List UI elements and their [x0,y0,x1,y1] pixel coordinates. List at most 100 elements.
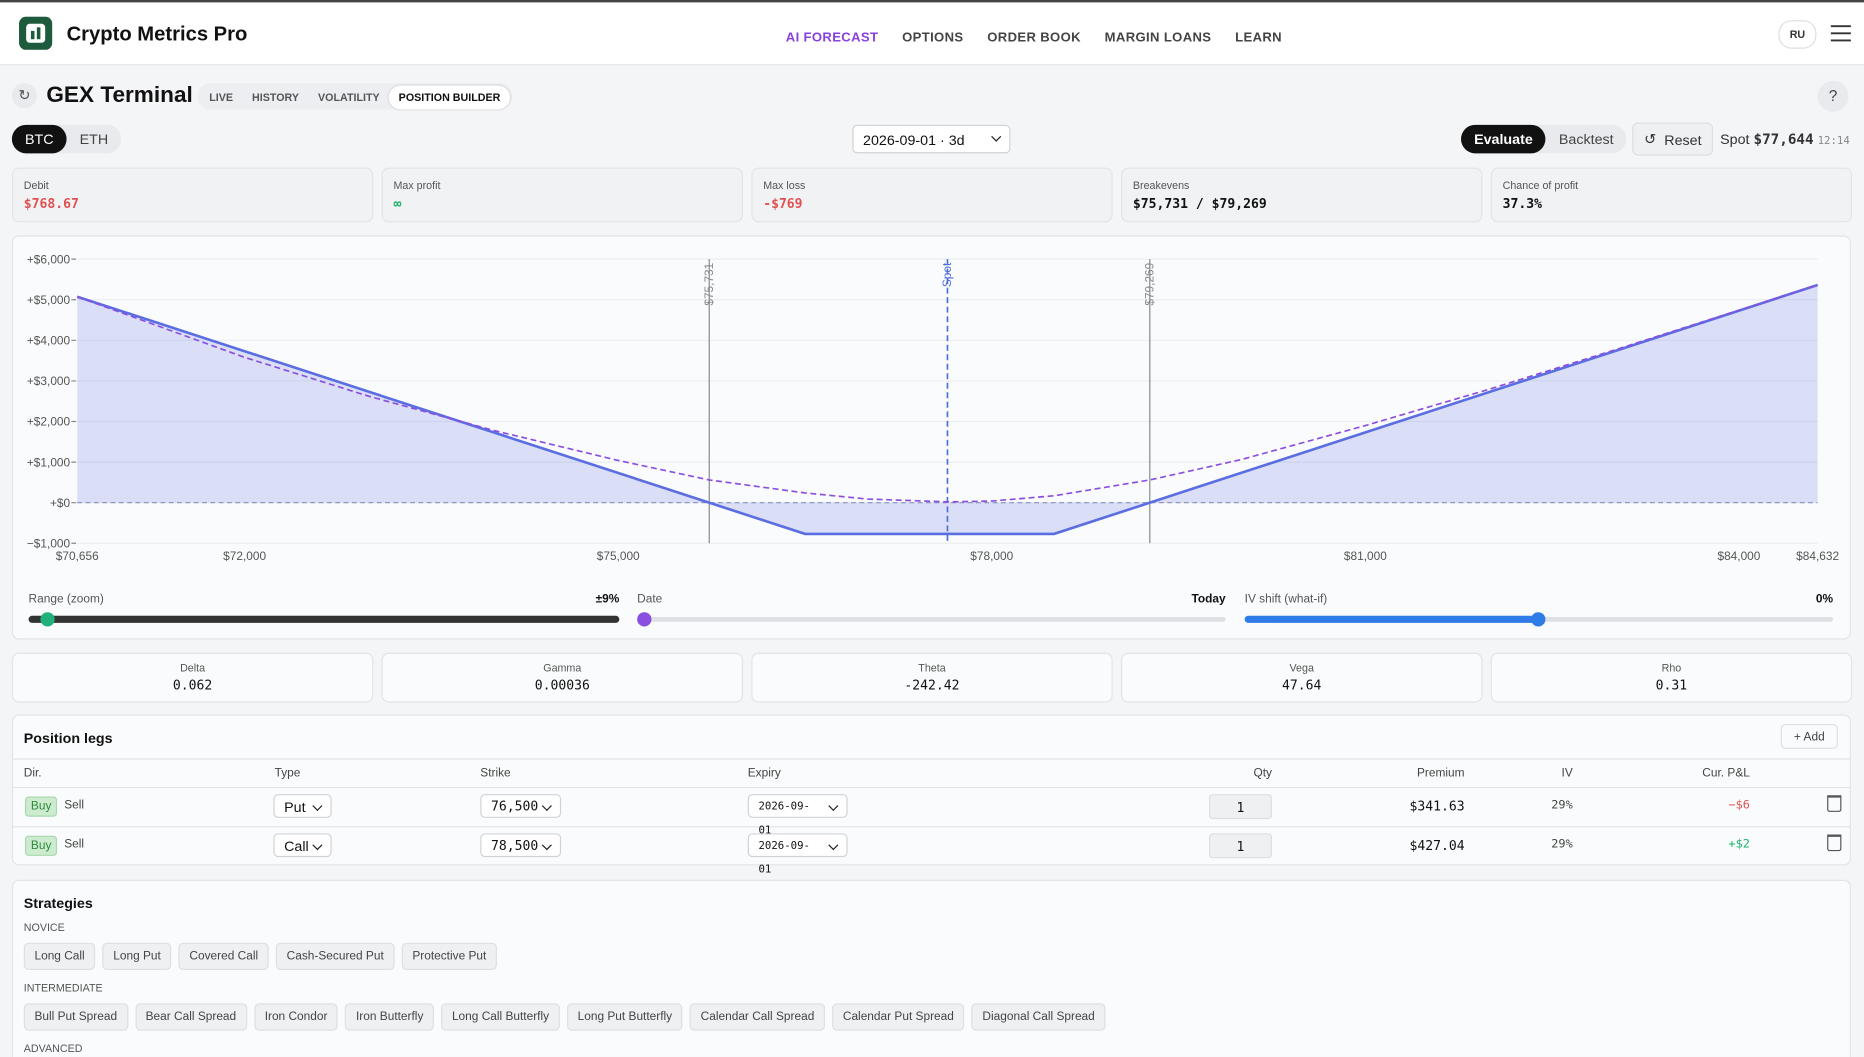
chip-row: Bull Put Spread Bear Call Spread Iron Cond… [23,1003,1113,1031]
metric-value: -$769 [763,196,803,212]
strike-select[interactable]: 78,500 [480,833,562,858]
sell-button[interactable]: Sell [64,838,85,852]
slider-knob[interactable] [1531,612,1546,627]
strategy-chip[interactable]: Bear Call Spread [134,1003,247,1031]
group-label: ADVANCED [23,1042,83,1055]
strategy-chip[interactable]: Cash-Secured Put [275,942,395,971]
delete-button[interactable] [1827,795,1842,812]
nav-link[interactable]: MARGIN LOANS [1104,30,1212,46]
asset-toggle: BTC ETH [11,124,122,154]
group-label: NOVICE [23,921,65,934]
metric-card [751,167,1113,223]
type-select[interactable]: Call [273,833,332,858]
qty-input[interactable]: 1 [1208,833,1272,859]
sell-button[interactable]: Sell [64,798,85,812]
column-header: Type [274,766,301,780]
strategy-chip[interactable]: Diagonal Call Spread [971,1003,1106,1031]
metric-value: 37.3% [1502,196,1542,212]
premium: $427.04 [1409,838,1465,854]
x-tick-label: $75,000 [597,549,640,563]
greek-label: Theta [918,662,946,675]
slider-value: Today [1191,593,1226,607]
asset-button[interactable]: BTC [11,124,67,154]
chart-card [11,235,1851,640]
strategy-chip[interactable]: Calendar Call Spread [689,1003,826,1031]
qty-input[interactable]: 1 [1208,794,1272,820]
slider-label: IV shift (what-if) [1244,593,1328,607]
greek-label: Rho [1661,662,1682,675]
tab[interactable]: POSITION BUILDER [389,85,510,110]
spot-label: Spot [1720,130,1750,148]
strategy-chip[interactable]: Long Put [102,942,172,971]
pnl: −$6 [1728,798,1750,812]
slider-knob[interactable] [637,612,652,627]
greek-value: -242.42 [904,677,960,694]
buy-button[interactable]: Buy [24,796,58,817]
divider [11,826,1851,828]
column-header: Premium [1417,766,1465,780]
greek-card [381,652,743,703]
nav-link[interactable]: ORDER BOOK [987,30,1081,46]
expiry-select[interactable]: 2026-09-01 [747,833,848,876]
marker-label: $75,731 [702,262,716,305]
y-tick-label: +$0 [50,496,71,510]
page-title: GEX Terminal [46,83,193,109]
tab[interactable]: LIVE [209,91,234,104]
reset-button[interactable]: Reset [1632,122,1714,156]
strategy-chip[interactable]: Long Call Butterfly [441,1003,560,1031]
divider [11,758,1851,760]
mode-button[interactable]: Backtest [1558,130,1614,148]
delete-button[interactable] [1827,834,1842,852]
slider-track [637,616,1226,622]
asset-button[interactable]: ETH [79,130,109,148]
greek-value: 47.64 [1282,677,1322,694]
expiry-select[interactable]: 2026-09-01 · 3d [852,124,1011,154]
type-select[interactable]: Put [273,794,332,818]
premium: $341.63 [1409,798,1465,815]
lang-button[interactable]: RU [1778,20,1817,49]
nav-link[interactable]: AI FORECAST [785,30,879,46]
slider-knob[interactable] [40,612,55,627]
strategy-chip[interactable]: Iron Butterfly [345,1003,435,1031]
header [0,0,1864,66]
nav: AI FORECAST OPTIONS ORDER BOOK MARGIN LOANS… [774,26,1294,47]
add-label: Add [1803,731,1825,745]
metric-card [381,167,743,223]
mode-button[interactable]: Evaluate [1461,124,1546,154]
slider-label: Range (zoom) [28,593,104,607]
help-button[interactable]: ? [1817,80,1849,112]
y-tick-label: +$3,000 [27,374,71,388]
refresh-button[interactable]: ↻ [11,83,37,109]
x-tick-label: $70,656 [56,549,99,563]
reset-label: Reset [1664,131,1702,149]
strike-select[interactable]: 76,500 [480,794,562,818]
add-leg-button[interactable]: + Add [1780,723,1838,749]
tab[interactable]: VOLATILITY [318,91,380,104]
metric-card [1490,167,1853,223]
strategy-chip[interactable]: Protective Put [401,942,498,971]
spot-value: $77,644 [1753,130,1814,148]
column-header: Qty [1253,766,1272,780]
strategy-chip[interactable]: Covered Call [178,942,269,971]
strategy-chip[interactable]: Iron Condor [253,1003,339,1031]
tab[interactable]: HISTORY [252,91,300,104]
marker-label: $79,269 [1142,262,1156,305]
nav-link[interactable]: LEARN [1235,30,1282,46]
x-tick-label: $84,632 [1796,549,1839,563]
menu-icon[interactable] [1830,25,1851,42]
y-tick-label: +$6,000 [27,252,71,266]
metric-card [11,167,374,223]
nav-link[interactable]: OPTIONS [902,30,964,46]
chip-row: Long Call Long Put Covered Call Cash-Secure… [23,942,504,971]
expiry-select[interactable]: 2026-09-01 [747,794,848,837]
strategy-chip[interactable]: Bull Put Spread [23,1003,128,1031]
strategy-chip[interactable]: Calendar Put Spread [832,1003,965,1031]
metric-value: ∞ [393,196,402,212]
strategy-chip[interactable]: Long Put Butterfly [566,1003,683,1031]
strategy-chip[interactable]: Long Call [23,942,96,971]
column-header: Strike [480,766,511,780]
spot: Spot $77,644 12:14 [1720,131,1850,148]
greek-value: 0.31 [1655,677,1688,694]
buy-button[interactable]: Buy [24,835,58,856]
